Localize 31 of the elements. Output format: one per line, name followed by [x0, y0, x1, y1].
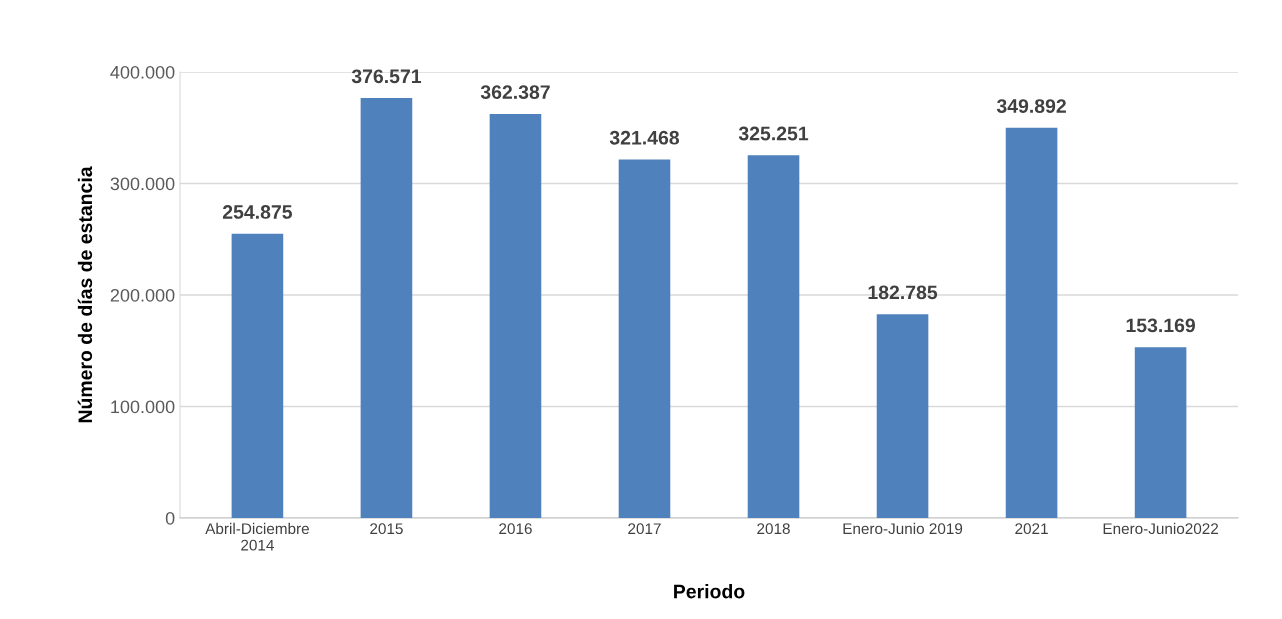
- x-tick-label: 2015: [370, 523, 403, 535]
- y-tick-label: 100.000: [111, 400, 175, 414]
- y-tick-label: 400.000: [110, 65, 175, 79]
- bar: [1005, 127, 1058, 518]
- x-tick-label: Enero-Junio2022: [1103, 522, 1219, 535]
- y-axis-title: Número de días de estancia: [77, 166, 93, 423]
- bar: [747, 155, 800, 518]
- data-label: 153.169: [1126, 318, 1196, 333]
- x-tick-label: Abril-Diciembre 2014: [205, 522, 309, 551]
- data-label: 325.251: [738, 126, 809, 141]
- bar: [1134, 347, 1187, 518]
- data-label: 182.785: [868, 285, 938, 300]
- data-label: 362.387: [480, 85, 550, 100]
- x-tick-label: 2017: [628, 523, 661, 535]
- bar: [618, 159, 671, 518]
- x-tick-label: 2016: [499, 523, 532, 535]
- x-tick-label: 2021: [1015, 523, 1048, 535]
- bar: [489, 113, 542, 518]
- y-tick-label: 300.000: [110, 177, 175, 191]
- x-tick-label: 2018: [757, 523, 790, 535]
- data-label: 376.571: [351, 69, 422, 84]
- x-tick-label: Enero-Junio 2019: [843, 522, 963, 535]
- bar: [360, 98, 413, 518]
- y-tick-label: 200.000: [110, 288, 175, 302]
- data-label: 349.892: [996, 99, 1066, 113]
- bar: [876, 314, 929, 518]
- bar: [231, 233, 284, 518]
- data-label: 254.875: [222, 205, 293, 219]
- y-tick-label: 0: [165, 511, 175, 525]
- data-label: 321.468: [609, 130, 680, 145]
- x-axis-title: Periodo: [674, 584, 745, 599]
